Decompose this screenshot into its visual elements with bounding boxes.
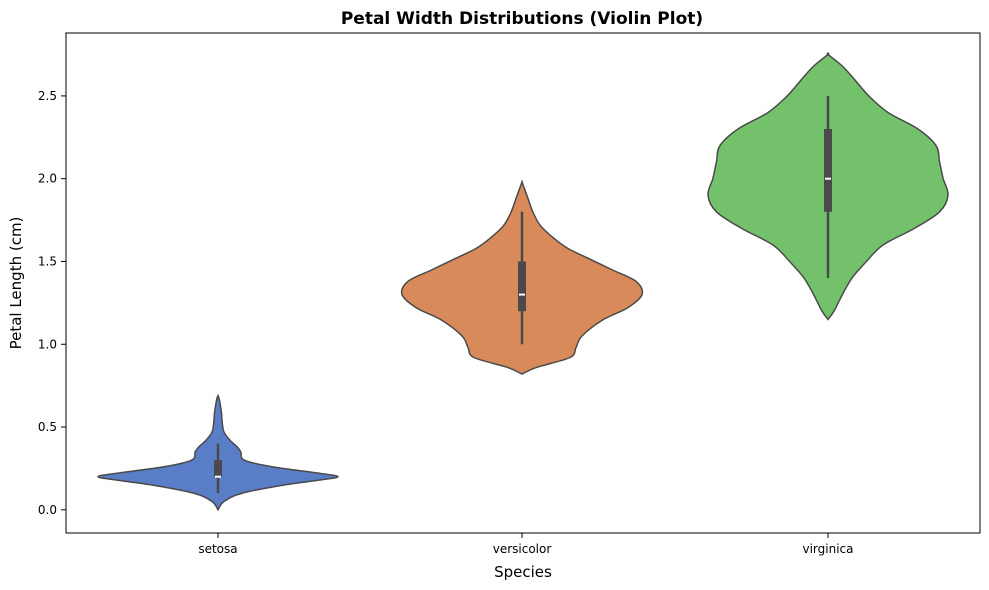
- iqr-box-setosa: [214, 460, 222, 477]
- x-tick-label: virginica: [803, 542, 854, 556]
- iqr-box-versicolor: [518, 261, 526, 312]
- y-tick-label: 1.0: [38, 337, 57, 351]
- chart-title: Petal Width Distributions (Violin Plot): [341, 9, 703, 29]
- y-tick-label: 2.5: [38, 89, 57, 103]
- plot-area: 0.0 0.5 1.0 1.5 2.0 2.5 setosa versicolor virgi…: [38, 32, 981, 556]
- x-tick-label: versicolor: [493, 542, 552, 556]
- y-tick-label: 0.0: [38, 503, 57, 517]
- y-tick-label: 2.0: [38, 172, 57, 186]
- y-tick-label: 1.5: [38, 254, 57, 268]
- x-axis-label: Species: [494, 563, 552, 581]
- x-tick-label: setosa: [198, 542, 237, 556]
- x-axis: setosa versicolor virginica: [198, 533, 854, 556]
- violin-layer: [97, 52, 949, 512]
- y-axis-label: Petal Length (cm): [7, 217, 25, 350]
- y-axis: 0.0 0.5 1.0 1.5 2.0 2.5: [38, 89, 66, 517]
- plot-frame: [65, 32, 981, 534]
- iqr-box-virginica: [824, 129, 832, 212]
- y-tick-label: 0.5: [38, 420, 57, 434]
